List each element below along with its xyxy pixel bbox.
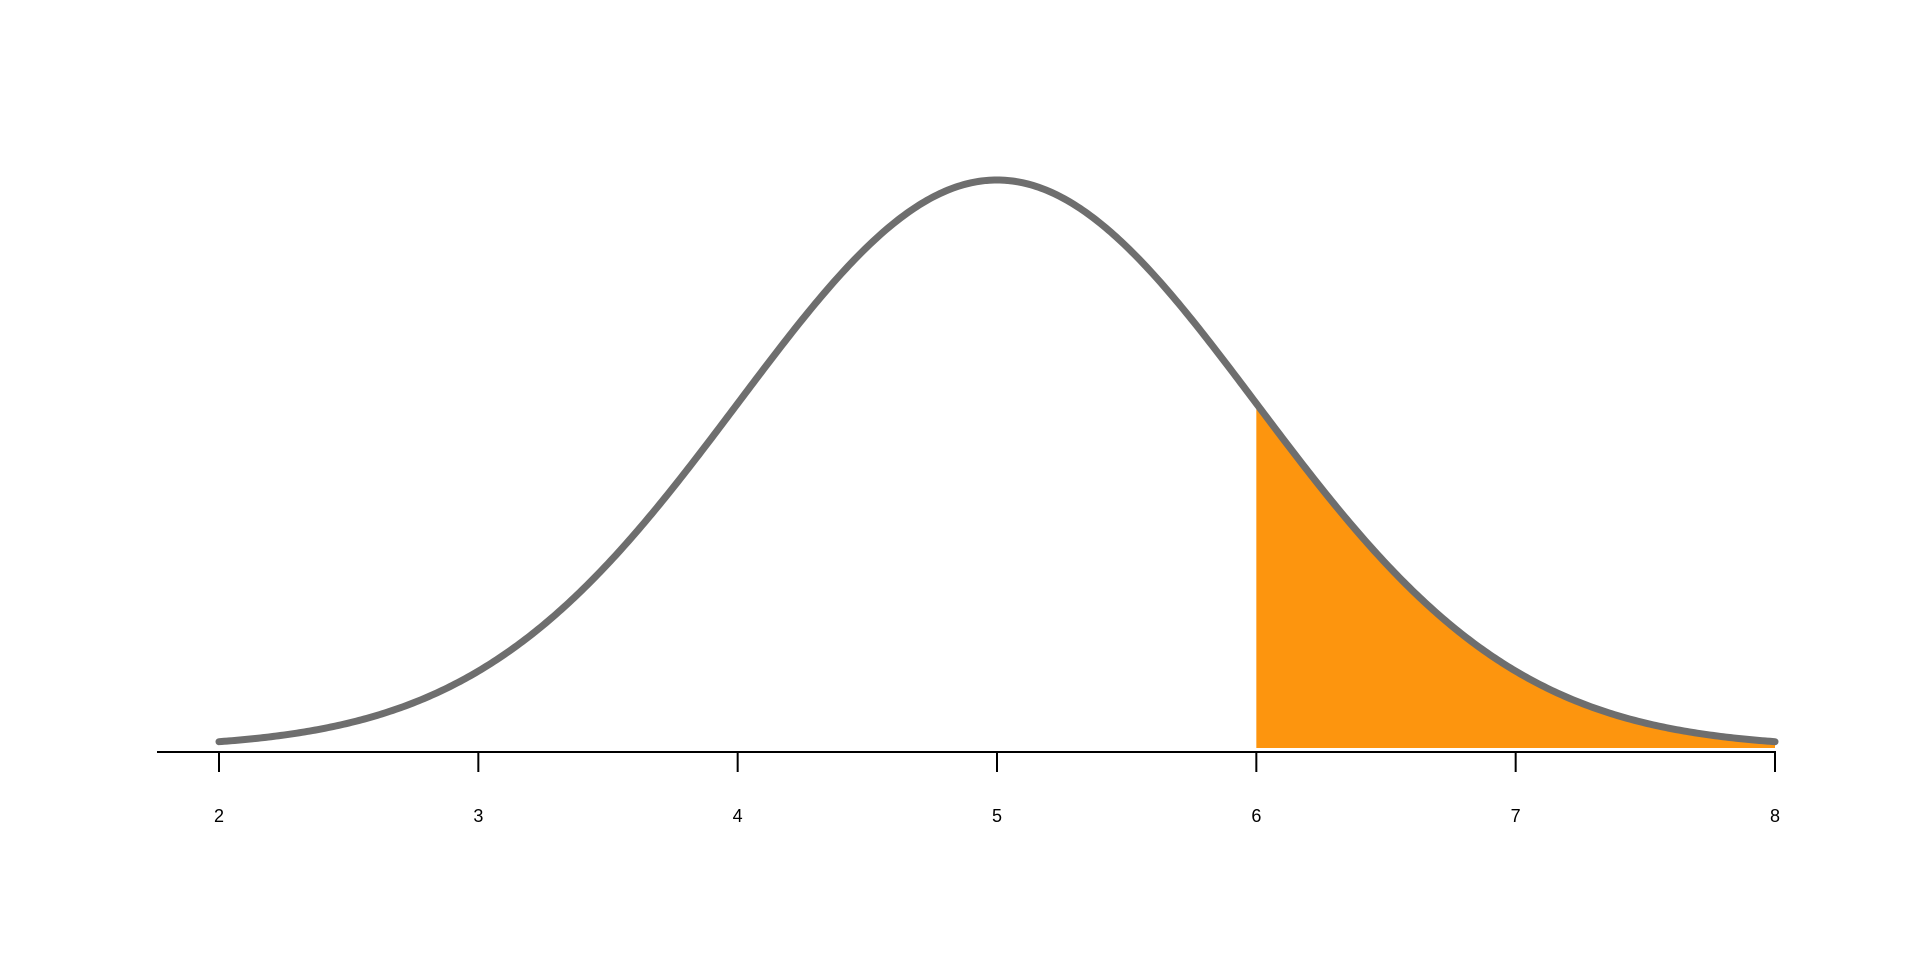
shaded-tail-area <box>1256 403 1775 748</box>
x-tick-label: 7 <box>1511 806 1521 826</box>
x-tick-label: 3 <box>473 806 483 826</box>
x-tick-label: 2 <box>214 806 224 826</box>
x-tick-label: 4 <box>733 806 743 826</box>
density-curve <box>215 176 1779 746</box>
x-tick-label: 8 <box>1770 806 1780 826</box>
x-tick-label: 6 <box>1251 806 1261 826</box>
x-tick-label: 5 <box>992 806 1002 826</box>
x-axis-ticks: 2 3 4 5 6 7 8 <box>214 752 1780 826</box>
